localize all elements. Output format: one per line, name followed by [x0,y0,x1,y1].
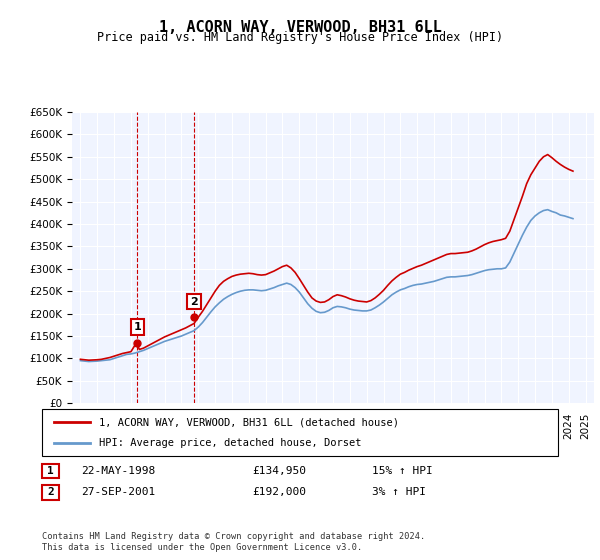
Text: £192,000: £192,000 [252,487,306,497]
Text: 22-MAY-1998: 22-MAY-1998 [81,466,155,476]
Text: 1: 1 [47,466,54,476]
Text: 2: 2 [47,487,54,497]
Text: 15% ↑ HPI: 15% ↑ HPI [372,466,433,476]
Text: 1: 1 [133,322,141,332]
Text: 2: 2 [190,296,198,306]
Text: 1, ACORN WAY, VERWOOD, BH31 6LL: 1, ACORN WAY, VERWOOD, BH31 6LL [158,20,442,35]
Text: 27-SEP-2001: 27-SEP-2001 [81,487,155,497]
Text: HPI: Average price, detached house, Dorset: HPI: Average price, detached house, Dors… [99,438,361,448]
Text: 1, ACORN WAY, VERWOOD, BH31 6LL (detached house): 1, ACORN WAY, VERWOOD, BH31 6LL (detache… [99,417,399,427]
Text: Price paid vs. HM Land Registry's House Price Index (HPI): Price paid vs. HM Land Registry's House … [97,31,503,44]
Text: £134,950: £134,950 [252,466,306,476]
Text: 3% ↑ HPI: 3% ↑ HPI [372,487,426,497]
Text: Contains HM Land Registry data © Crown copyright and database right 2024.
This d: Contains HM Land Registry data © Crown c… [42,532,425,552]
